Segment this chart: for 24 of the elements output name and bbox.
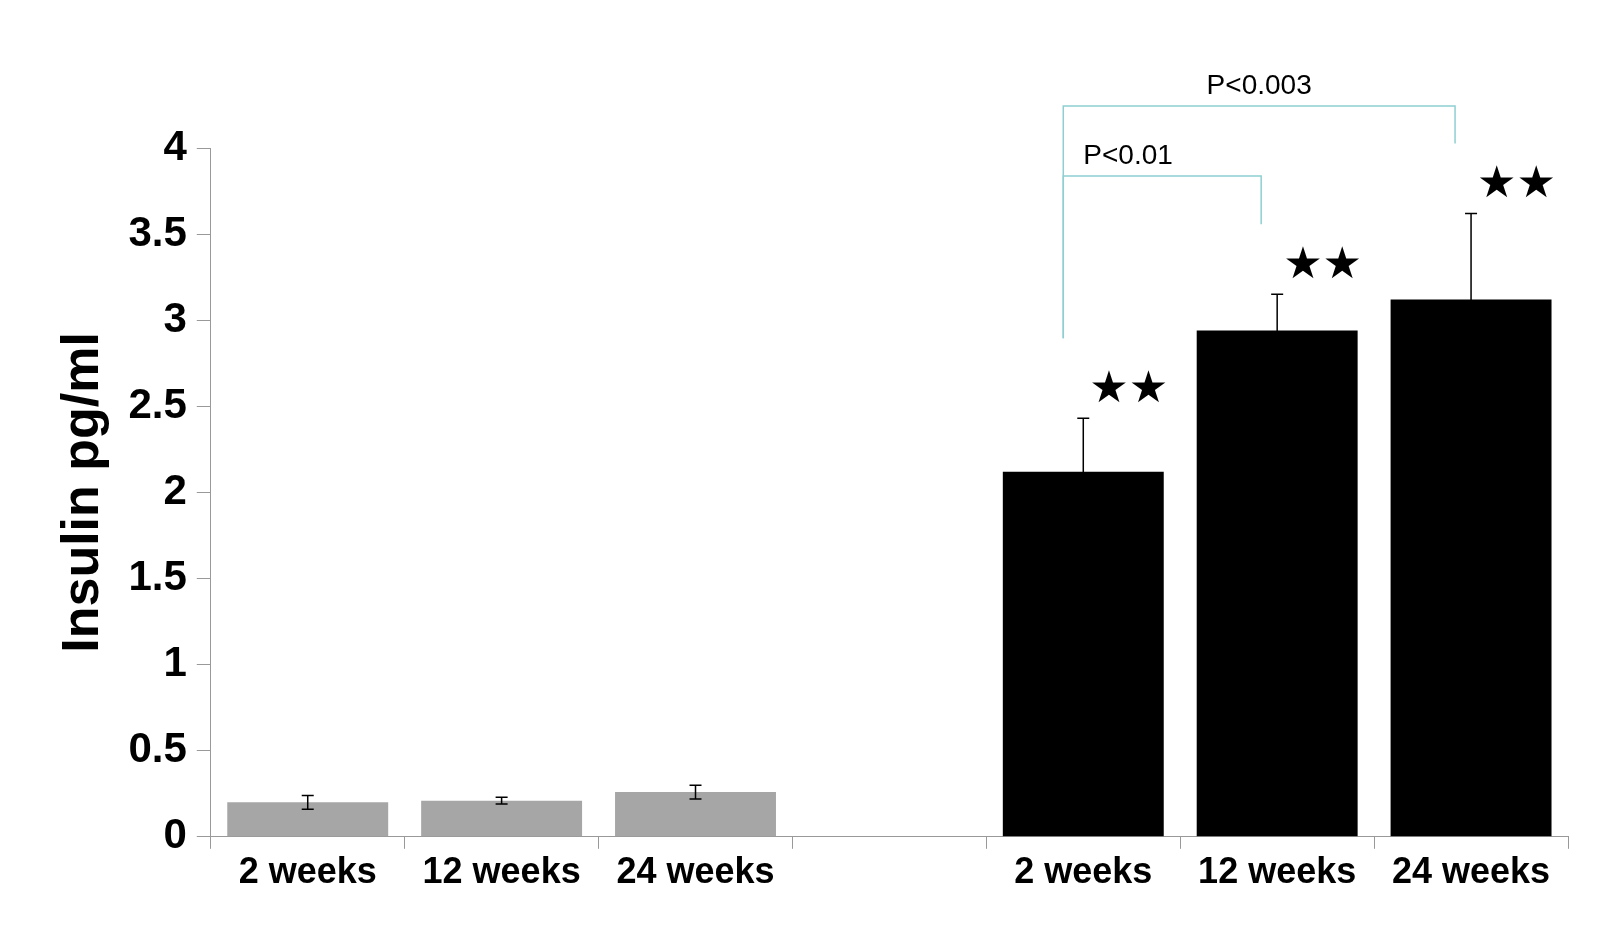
x-tick-label: 24 weeks	[616, 850, 775, 892]
bar	[227, 802, 389, 837]
data-label: ★★	[1283, 236, 1363, 288]
y-tick-label: 1.5	[128, 552, 187, 600]
data-label: ★★	[1477, 155, 1556, 207]
x-tick-label: 24 weeks	[1391, 850, 1551, 892]
y-tick-label: 2	[163, 465, 187, 513]
y-axis-title: Insulin pg/ml	[50, 332, 109, 653]
bar	[615, 792, 776, 837]
x-tick-label: 12 weeks	[422, 850, 581, 892]
y-tick-label: 0	[163, 810, 187, 858]
y-tick-label: 0.5	[128, 724, 187, 772]
text: P<0.003	[1206, 68, 1312, 100]
y-tick-label: 4	[163, 121, 188, 169]
data-label: ★★	[1089, 360, 1169, 412]
x-tick-label: 12 weeks	[1198, 850, 1357, 892]
x-tick-label: 2 weeks	[238, 850, 377, 892]
annotation: P<0.01	[1083, 138, 1173, 170]
y-tick-label: 1	[163, 638, 187, 686]
bar	[421, 800, 583, 837]
x-tick-label: 2 weeks	[1014, 850, 1153, 892]
y-tick-label: 2.5	[128, 379, 187, 427]
y-tick-label: 3	[163, 293, 187, 341]
y-tick-label: 3.5	[128, 207, 187, 255]
